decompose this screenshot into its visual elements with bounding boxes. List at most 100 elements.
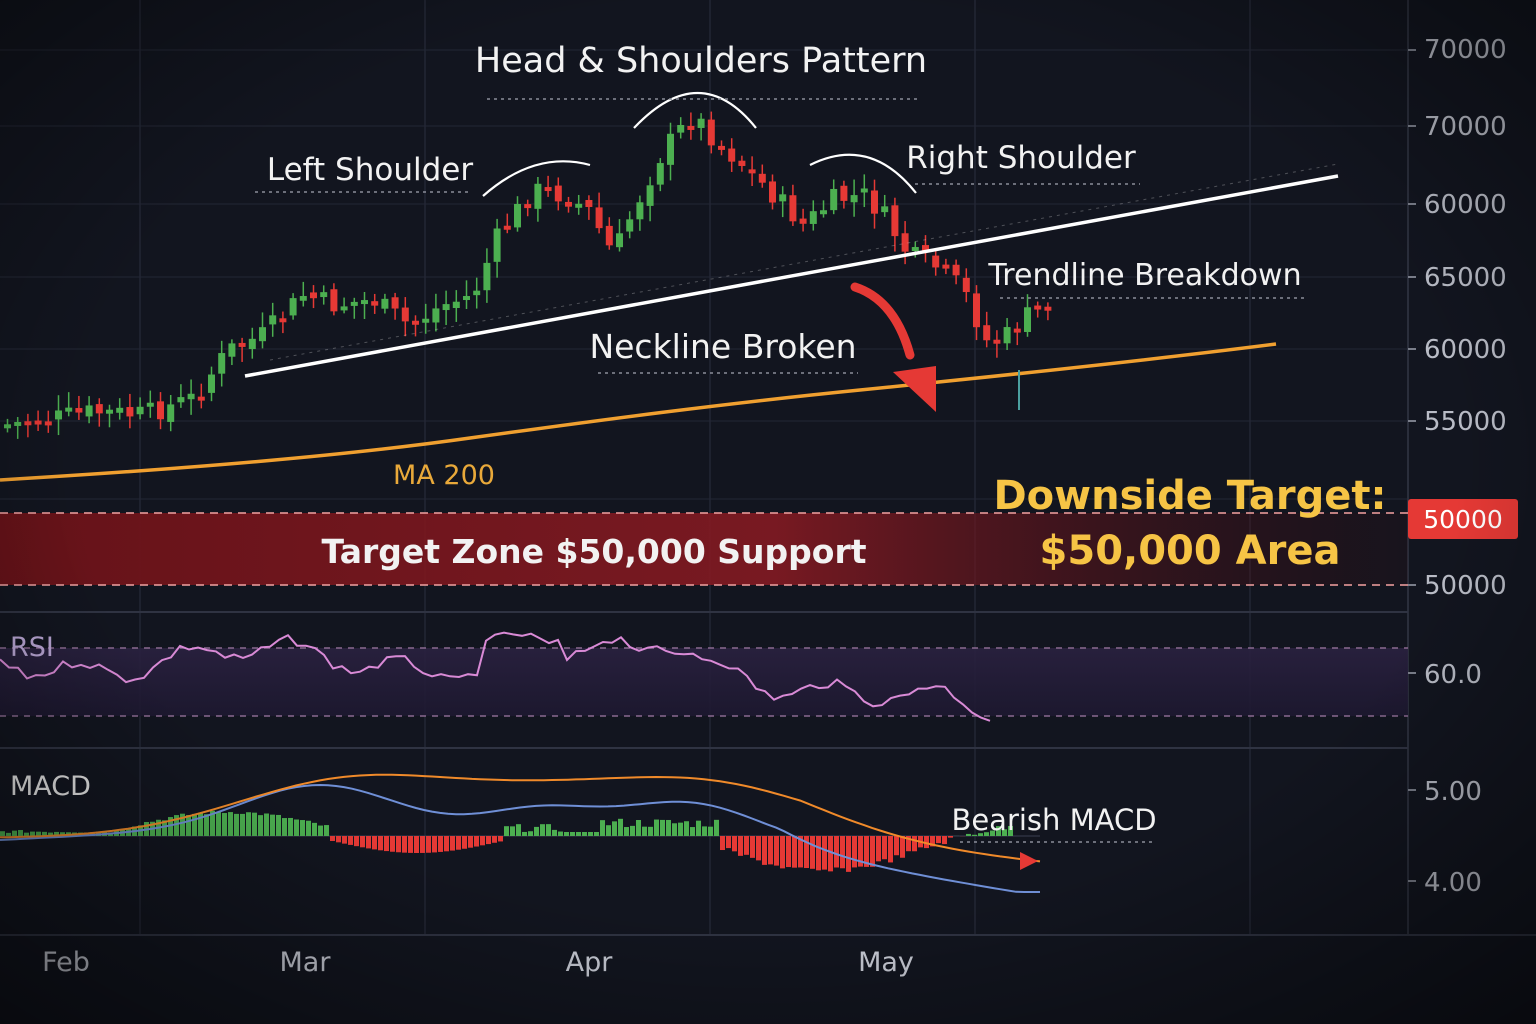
candle-bearish <box>605 225 613 246</box>
candle-bullish <box>452 301 460 309</box>
candle-bearish <box>238 342 246 347</box>
macd-bar-positive <box>690 827 695 836</box>
macd-bar-positive <box>546 824 551 836</box>
macd-bar-positive <box>294 819 299 836</box>
macd-bar-negative <box>900 836 905 858</box>
candle-bullish <box>4 424 11 429</box>
macd-bar-positive <box>240 813 245 836</box>
candle-bullish <box>483 262 491 291</box>
macd-bar-negative <box>474 836 479 847</box>
macd-bar-negative <box>726 836 731 849</box>
candle-bearish <box>758 173 766 183</box>
price-tick: 60000 <box>1424 335 1507 365</box>
candle-bearish <box>44 421 52 426</box>
macd-bar-negative <box>444 836 449 852</box>
price-tick: 50000 <box>1424 571 1507 601</box>
macd-bar-positive <box>510 826 515 836</box>
month-label: Apr <box>566 947 614 978</box>
candle-bullish <box>208 374 215 393</box>
macd-bar-negative <box>480 836 485 846</box>
candle-bullish <box>779 194 787 202</box>
macd-bar-negative <box>330 836 335 841</box>
candle-bearish <box>728 148 736 162</box>
macd-bar-negative <box>432 836 437 853</box>
target-zone-label: Target Zone $50,000 Support <box>321 532 866 571</box>
candle-bullish <box>646 185 654 206</box>
macd-bar-negative <box>390 836 395 852</box>
candle-bullish <box>850 195 858 203</box>
candle-bullish <box>146 402 154 407</box>
candle-bullish <box>463 296 470 301</box>
candle-bullish <box>473 290 481 296</box>
price-tick: 60000 <box>1424 190 1507 220</box>
candle-bearish <box>34 420 42 425</box>
macd-bar-positive <box>678 822 683 836</box>
macd-bar-positive <box>276 814 281 836</box>
candle-bullish <box>860 188 868 193</box>
macd-bar-positive <box>204 814 209 836</box>
candle-bullish <box>259 327 266 342</box>
downside-target-line1: Downside Target: <box>993 473 1386 519</box>
candle-bullish <box>299 296 307 301</box>
candle-bullish <box>116 407 124 413</box>
candle-bearish <box>707 119 715 146</box>
left-shoulder-label: Left Shoulder <box>267 152 473 188</box>
macd-bar-negative <box>354 836 359 847</box>
macd-bar-positive <box>696 820 701 836</box>
macd-bar-positive <box>516 824 521 836</box>
candle-bearish <box>748 169 756 174</box>
macd-bar-negative <box>846 836 851 872</box>
month-label: Mar <box>280 947 332 978</box>
macd-bar-positive <box>24 832 29 836</box>
macd-bar-negative <box>732 836 737 852</box>
candle-bearish <box>983 325 991 341</box>
macd-bar-negative <box>426 836 431 853</box>
candle-bullish <box>667 133 674 165</box>
candle-bullish <box>432 308 440 323</box>
ma200-label: MA 200 <box>393 460 495 491</box>
candle-bearish <box>330 289 338 312</box>
candle-bearish <box>371 301 379 306</box>
macd-bar-positive <box>282 818 287 836</box>
candle-bullish <box>228 343 236 357</box>
macd-bar-negative <box>402 836 407 853</box>
candle-bullish <box>106 409 113 414</box>
macd-bar-negative <box>414 836 419 853</box>
macd-bar-negative <box>936 836 941 844</box>
candle-bullish <box>626 219 634 232</box>
chart-title: Head & Shoulders Pattern <box>475 41 927 81</box>
macd-bar-positive <box>654 819 659 836</box>
candle-bullish <box>361 300 368 305</box>
macd-bar-negative <box>372 836 377 850</box>
candle-bearish <box>24 421 32 426</box>
candle-bullish <box>636 202 644 220</box>
candle-bullish <box>514 203 521 228</box>
candle-bullish <box>340 306 348 311</box>
candle-bullish <box>187 393 195 400</box>
candle-bullish <box>320 292 328 298</box>
macd-bar-positive <box>606 825 611 836</box>
candle-bearish <box>126 407 134 417</box>
macd-bar-negative <box>438 836 443 852</box>
macd-panel-label: MACD <box>10 771 91 802</box>
macd-bar-positive <box>708 826 713 836</box>
macd-bar-positive <box>714 819 719 836</box>
candle-bearish <box>554 185 562 202</box>
macd-bar-positive <box>522 831 527 836</box>
macd-tick: 5.00 <box>1424 777 1482 807</box>
macd-bar-positive <box>648 826 653 836</box>
candle-bearish <box>157 401 164 420</box>
candle-bullish <box>830 188 838 211</box>
candle-bearish <box>769 181 776 203</box>
macd-bar-negative <box>450 836 455 851</box>
macd-bar-negative <box>894 836 899 856</box>
macd-bar-positive <box>270 814 275 836</box>
candle-bearish <box>891 205 899 237</box>
macd-bar-positive <box>540 824 545 836</box>
macd-bar-positive <box>324 825 329 836</box>
macd-bar-positive <box>534 826 539 836</box>
macd-tick: 4.00 <box>1424 868 1482 898</box>
trendline-breakdown-label: Trendline Breakdown <box>987 258 1301 293</box>
macd-bar-negative <box>336 836 341 843</box>
